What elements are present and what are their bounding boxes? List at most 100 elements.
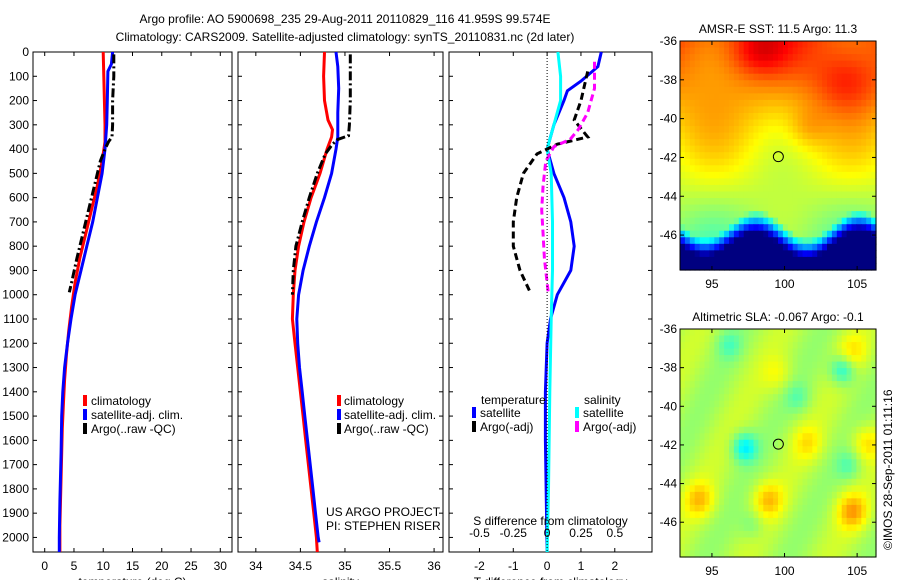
heatmap-cell <box>773 243 779 251</box>
heatmap-cell <box>792 491 799 499</box>
heatmap-cell <box>846 230 853 238</box>
heatmap-cell <box>699 413 706 421</box>
heatmap-cell <box>694 132 701 140</box>
heatmap-cell <box>807 47 813 55</box>
heatmap-cell <box>792 152 799 160</box>
heatmap-cell <box>738 41 745 49</box>
heatmap-cell <box>684 439 691 447</box>
heatmap-cell <box>836 47 843 55</box>
heatmap-cell <box>763 145 769 153</box>
heatmap-cell <box>694 106 701 114</box>
heatmap-cell <box>822 145 828 153</box>
heatmap-cell <box>807 158 813 166</box>
heatmap-cell <box>763 80 769 88</box>
heatmap-cell <box>861 73 867 81</box>
heatmap-cell <box>748 329 755 337</box>
heatmap-cell <box>738 543 745 552</box>
heatmap-cell <box>802 472 808 480</box>
heatmap-cell <box>733 112 740 121</box>
heatmap-cell <box>714 524 720 532</box>
heatmap-cell <box>724 530 730 539</box>
heatmap-cell <box>684 171 691 179</box>
heatmap-cell <box>699 204 706 212</box>
heatmap-cell <box>773 504 779 512</box>
heatmap-cell <box>851 504 857 512</box>
heatmap-cell <box>758 459 764 467</box>
heatmap-cell <box>802 47 808 55</box>
x-tick-label: 35 <box>338 559 352 573</box>
heatmap-cell <box>733 400 740 408</box>
heatmap-cell <box>866 498 872 506</box>
heatmap-cell <box>748 426 755 434</box>
heatmap-cell <box>704 145 710 153</box>
heatmap-cell <box>684 165 691 173</box>
heatmap-cell <box>724 139 730 147</box>
heatmap-cell <box>768 60 774 68</box>
heatmap-cell <box>822 171 828 179</box>
heatmap-cell <box>768 348 774 356</box>
heatmap-cell <box>797 243 804 251</box>
heatmap-cell <box>817 329 823 337</box>
map-frame <box>679 40 877 271</box>
heatmap-cell <box>729 472 735 480</box>
heatmap-cell <box>689 178 696 186</box>
heatmap-cell <box>817 335 823 343</box>
heatmap-cell <box>689 237 696 245</box>
heatmap-cell <box>782 106 789 114</box>
heatmap-cell <box>841 191 848 199</box>
heatmap-cell <box>714 184 720 193</box>
heatmap-cell <box>773 355 779 363</box>
heatmap-cell <box>778 355 784 363</box>
heatmap-cell <box>836 543 843 552</box>
heatmap-cell <box>782 407 789 415</box>
heatmap-cell <box>743 171 750 179</box>
heatmap-cell <box>797 47 804 55</box>
heatmap-cell <box>748 465 755 473</box>
heatmap-cell <box>861 99 867 108</box>
heatmap-cell <box>724 485 730 493</box>
heatmap-cell <box>724 368 730 376</box>
heatmap-cell <box>773 374 779 382</box>
heatmap-cell <box>748 394 755 402</box>
heatmap-cell <box>719 217 725 225</box>
heatmap-cell <box>846 446 853 454</box>
heatmap-cell <box>866 204 872 212</box>
heatmap-cell <box>773 256 779 265</box>
heatmap-cell <box>836 511 843 519</box>
heatmap-cell <box>699 54 706 62</box>
x-tick-label: 10 <box>97 559 111 573</box>
heatmap-cell <box>719 355 725 363</box>
heatmap-cell <box>768 99 774 108</box>
heatmap-cell <box>753 530 759 539</box>
heatmap-cell <box>743 387 750 395</box>
heatmap-cell <box>724 158 730 166</box>
heatmap-cell <box>827 243 833 251</box>
heatmap-cell <box>792 452 799 460</box>
heatmap-cell <box>743 145 750 153</box>
heatmap-cell <box>743 152 750 160</box>
heatmap-cell <box>836 342 843 350</box>
heatmap-cell <box>807 184 813 193</box>
heatmap-cell <box>748 342 755 350</box>
heatmap-cell <box>724 439 730 447</box>
heatmap-cell <box>866 106 872 114</box>
heatmap-cell <box>827 459 833 467</box>
heatmap-cell <box>778 400 784 408</box>
heatmap-cell <box>768 530 774 539</box>
heatmap-cell <box>694 348 701 356</box>
heatmap-cell <box>680 204 686 212</box>
legend-swatch <box>337 409 341 420</box>
heatmap-cell <box>856 86 862 94</box>
heatmap-cell <box>768 335 774 343</box>
heatmap-cell <box>792 256 799 265</box>
heatmap-cell <box>792 374 799 382</box>
heatmap-cell <box>787 400 794 408</box>
heatmap-cell <box>743 47 750 55</box>
heatmap-cell <box>871 348 877 356</box>
heatmap-cell <box>738 73 745 81</box>
heatmap-cell <box>797 459 804 467</box>
heatmap-cell <box>724 413 730 421</box>
heatmap-cell <box>743 250 750 258</box>
heatmap-cell <box>753 504 759 512</box>
heatmap-cell <box>782 400 789 408</box>
